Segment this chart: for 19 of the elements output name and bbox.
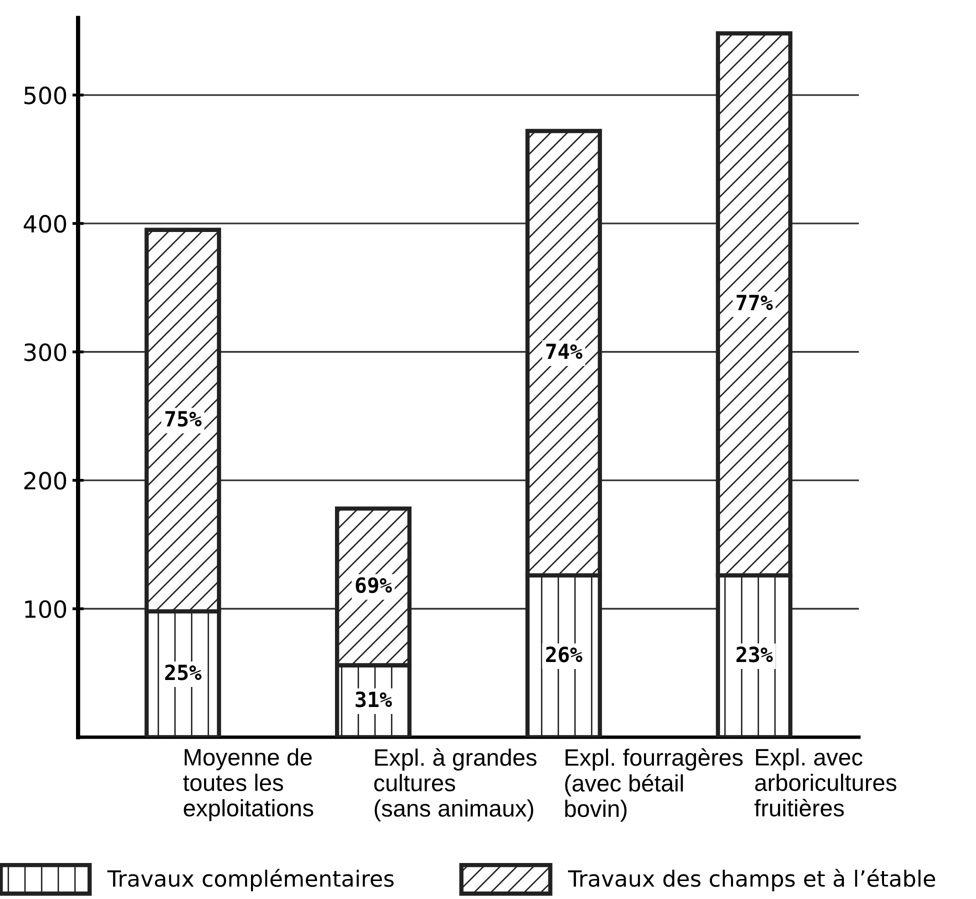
annotation: 31% [356, 692, 392, 708]
x-tick-label: Moyenne de toutes les exploitations [183, 748, 314, 822]
legend-label: Travaux des champs et à l’étable [568, 868, 936, 892]
annotation: 69% [356, 577, 392, 594]
annotation: 74% [546, 344, 582, 359]
x-tick-label: Expl. à grandes cultures (sans animaux) [374, 748, 536, 822]
annotation: 23% [736, 646, 773, 662]
y-tick-label: 400 [24, 214, 66, 233]
y-tick-label: 100 [25, 600, 66, 618]
annotation: 75% [165, 411, 202, 427]
annotation: 25% [165, 664, 202, 680]
annotation: 26% [546, 646, 582, 662]
y-tick-label: 300 [24, 343, 66, 362]
x-tick-label: Expl. fourragères (avec bétail bovin) [565, 748, 743, 822]
y-tick-label: 500 [24, 86, 66, 104]
x-tick-label: Expl. avec arboricultures fruitières [754, 748, 896, 816]
legend-label: Travaux complémentaires [107, 868, 394, 892]
y-tick-label: 200 [24, 472, 66, 490]
annotation: 77% [736, 294, 773, 310]
